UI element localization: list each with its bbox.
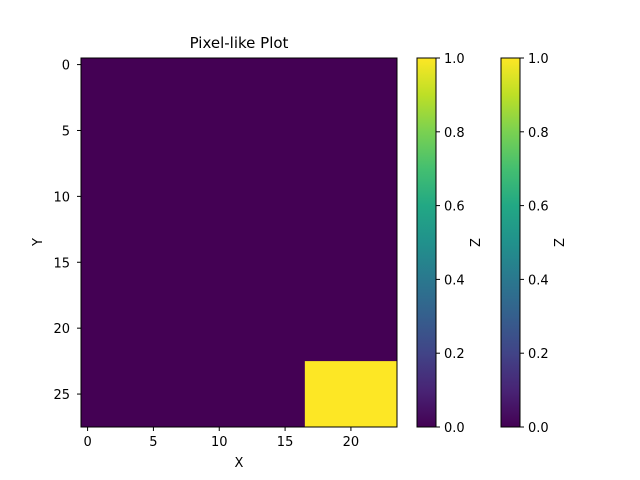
x-tick-label: 0 bbox=[83, 435, 91, 450]
y-tick-label: 25 bbox=[53, 388, 70, 403]
colorbar-tick-label: 0.2 bbox=[528, 347, 549, 362]
colorbar-tick-label: 0.4 bbox=[444, 273, 465, 288]
x-tick-label: 10 bbox=[211, 435, 228, 450]
colorbar-tick-label: 1.0 bbox=[528, 52, 549, 67]
colorbar-tick-label: 1.0 bbox=[444, 52, 465, 67]
y-tick-label: 5 bbox=[62, 124, 70, 139]
colorbar-tick-label: 0.2 bbox=[444, 347, 465, 362]
x-tick-label: 20 bbox=[343, 435, 360, 450]
colorbar-tick-label: 0.6 bbox=[444, 200, 465, 215]
y-tick-label: 0 bbox=[62, 59, 70, 74]
colorbar-tick-label: 0.4 bbox=[528, 273, 549, 288]
colorbar-label: Z bbox=[553, 238, 568, 247]
y-tick-label: 20 bbox=[53, 322, 70, 337]
colorbar-label: Z bbox=[469, 238, 484, 247]
y-tick-label: 15 bbox=[53, 256, 70, 271]
x-tick-label: 5 bbox=[149, 435, 157, 450]
y-axis-label: Y bbox=[31, 238, 46, 247]
colorbar-tick-label: 0.8 bbox=[444, 126, 465, 141]
colorbar-tick-label: 0.8 bbox=[528, 126, 549, 141]
colorbar-tick-label: 0.6 bbox=[528, 200, 549, 215]
colorbar-1: 0.0 0.2 0.4 0.6 0.8 1.0 Z bbox=[416, 52, 484, 436]
chart-title: Pixel-like Plot bbox=[190, 34, 289, 52]
heatmap-area: 0 5 10 15 20 0 5 10 15 20 25 bbox=[53, 57, 398, 450]
colorbar-tick-label: 0.0 bbox=[444, 421, 465, 436]
x-axis-label: X bbox=[235, 456, 244, 471]
colorbar-tick-label: 0.0 bbox=[528, 421, 549, 436]
colorbars: 0.0 0.2 0.4 0.6 0.8 1.0 Z 0.0 0.2 0.4 0.6 0.8 1.0 Z bbox=[416, 52, 568, 436]
colorbar-gradient bbox=[416, 57, 437, 428]
x-tick-label: 15 bbox=[277, 435, 294, 450]
colorbar-gradient bbox=[500, 57, 521, 428]
colorbar-2: 0.0 0.2 0.4 0.6 0.8 1.0 Z bbox=[500, 52, 568, 436]
plot-frame bbox=[80, 57, 398, 428]
y-tick-label: 10 bbox=[53, 190, 70, 205]
heatmap-region-0 bbox=[304, 361, 397, 427]
